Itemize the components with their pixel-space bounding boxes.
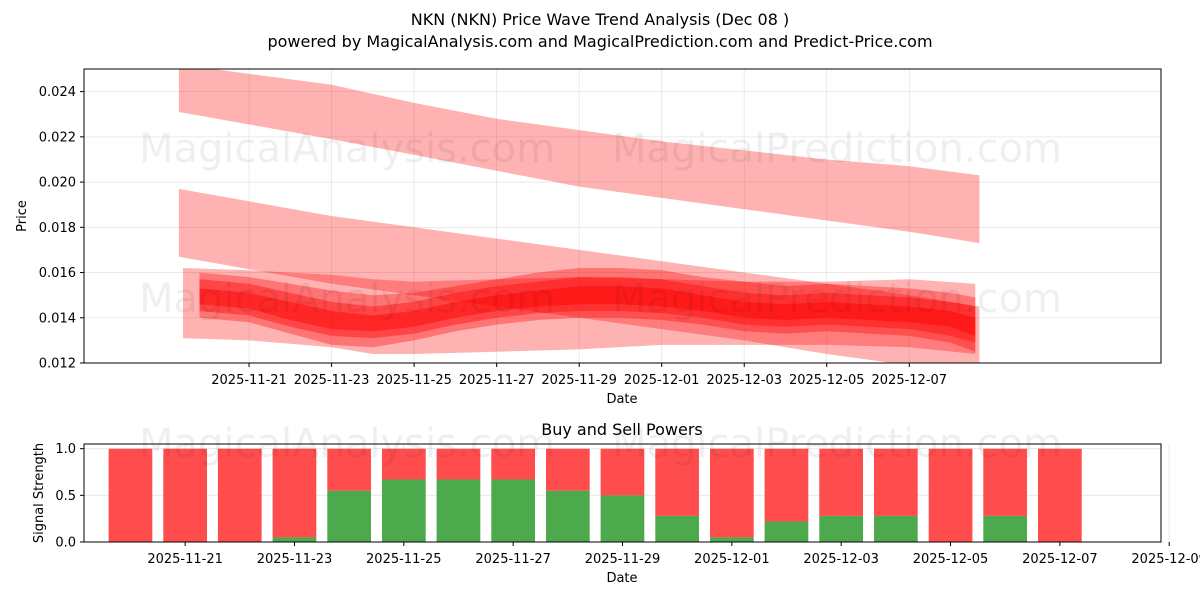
price-x-tick-label: 2025-12-05 <box>789 373 865 388</box>
signal-y-ticks: 0.0 0.5 1.0 <box>55 442 84 551</box>
buy-bar-2025-11-26 <box>436 479 481 542</box>
signal-x-tick-label: 2025-11-29 <box>585 552 661 567</box>
buy-bar-2025-11-29 <box>600 495 645 542</box>
signal-x-tick-label: 2025-11-25 <box>366 552 442 567</box>
sell-bar-2025-12-05 <box>928 448 973 542</box>
buy-bar-2025-12-06 <box>983 515 1027 542</box>
buy-bar-2025-12-03 <box>819 515 863 542</box>
signal-x-tick-label: 2025-12-01 <box>694 552 770 567</box>
signal-y-tick-label: 0.0 <box>55 536 76 551</box>
price-band-middle-wave <box>199 277 976 343</box>
price-band-outer-wave <box>199 268 976 352</box>
sell-bar-2025-11-23 <box>272 448 317 538</box>
chart-title: NKN (NKN) Price Wave Trend Analysis (Dec… <box>411 10 790 29</box>
signal-x-tick-label: 2025-11-23 <box>257 552 333 567</box>
signal-y-tick-label: 0.5 <box>55 489 76 504</box>
signal-x-tick-label: 2025-11-21 <box>147 552 223 567</box>
signal-x-ticks: 2025-11-21 2025-11-23 2025-11-25 2025-11-27… <box>147 542 1200 567</box>
buy-bar-2025-12-01 <box>710 537 754 542</box>
sell-bar-2025-12-02 <box>764 448 809 522</box>
price-y-ticks: 0.012 0.014 0.016 0.018 0.020 0.022 0.024 <box>39 85 84 372</box>
price-bands <box>178 69 980 363</box>
price-y-label: Price <box>15 200 30 232</box>
sell-bar-2025-11-20 <box>108 448 153 542</box>
price-y-tick-label: 0.024 <box>39 85 76 100</box>
price-x-tick-label: 2025-11-21 <box>211 373 287 388</box>
signal-x-tick-label: 2025-12-09 <box>1131 552 1200 567</box>
price-x-tick-label: 2025-12-07 <box>872 373 948 388</box>
signal-panel: Buy and Sell Powers MagicalAnalysis.com … <box>32 420 1200 586</box>
signal-x-label: Date <box>606 571 637 586</box>
price-x-tick-label: 2025-11-29 <box>541 373 617 388</box>
sell-bar-2025-11-29 <box>600 448 645 496</box>
chart-subtitle: powered by MagicalAnalysis.com and Magic… <box>267 32 932 51</box>
buy-bar-2025-11-28 <box>546 490 590 542</box>
sell-bar-2025-11-27 <box>491 448 535 480</box>
price-y-tick-label: 0.020 <box>39 176 76 191</box>
buy-bar-2025-12-04 <box>874 515 918 542</box>
sell-bar-2025-11-24 <box>327 448 371 491</box>
price-x-tick-label: 2025-11-27 <box>459 373 535 388</box>
watermark-analysis-mid: MagicalAnalysis.com <box>139 276 555 322</box>
signal-y-tick-label: 1.0 <box>55 442 76 457</box>
watermark-prediction-top: MagicalPrediction.com <box>612 126 1062 172</box>
price-band-core-wave <box>199 286 976 336</box>
price-x-tick-label: 2025-11-23 <box>294 373 370 388</box>
price-x-label: Date <box>606 392 637 407</box>
sell-bar-2025-11-22 <box>217 448 262 542</box>
sell-bar-2025-11-30 <box>655 448 699 516</box>
price-x-tick-label: 2025-11-25 <box>376 373 452 388</box>
price-band-upper-channel <box>178 69 980 244</box>
signal-x-tick-label: 2025-12-07 <box>1022 552 1098 567</box>
buy-bar-2025-11-30 <box>655 515 699 542</box>
price-y-tick-label: 0.018 <box>39 221 76 236</box>
signal-x-tick-label: 2025-12-05 <box>913 552 989 567</box>
signal-bars <box>108 448 1082 542</box>
price-x-ticks: 2025-11-21 2025-11-23 2025-11-25 2025-11-27… <box>211 363 947 388</box>
sell-bar-2025-12-04 <box>874 448 918 516</box>
sell-bar-2025-12-06 <box>983 448 1027 516</box>
buy-bar-2025-11-27 <box>491 479 535 542</box>
price-x-tick-label: 2025-12-03 <box>706 373 782 388</box>
price-y-tick-label: 0.014 <box>39 311 76 326</box>
watermark-analysis-top: MagicalAnalysis.com <box>139 126 555 172</box>
signal-y-label: Signal Strength <box>32 443 47 543</box>
sell-bar-2025-12-07 <box>1038 448 1082 542</box>
price-y-tick-label: 0.012 <box>39 357 76 372</box>
price-band-descending-channel <box>178 188 980 363</box>
sell-bar-2025-11-21 <box>163 448 207 542</box>
buy-bar-2025-11-25 <box>382 479 426 542</box>
buy-bar-2025-11-23 <box>272 537 317 542</box>
price-panel: MagicalAnalysis.com MagicalPrediction.co… <box>15 68 1162 407</box>
sell-bar-2025-11-26 <box>436 448 481 480</box>
price-x-tick-label: 2025-12-01 <box>624 373 700 388</box>
price-y-tick-label: 0.016 <box>39 266 76 281</box>
buy-bar-2025-12-02 <box>764 521 809 542</box>
sell-bar-2025-12-01 <box>710 448 754 538</box>
watermark-prediction-mid: MagicalPrediction.com <box>612 276 1062 322</box>
sell-bar-2025-11-25 <box>382 448 426 480</box>
price-plot-frame <box>83 68 1162 364</box>
price-y-tick-label: 0.022 <box>39 130 76 145</box>
sell-bar-2025-12-03 <box>819 448 863 516</box>
signal-x-tick-label: 2025-12-03 <box>803 552 879 567</box>
price-band-wide-range <box>183 268 976 354</box>
signal-x-tick-label: 2025-11-27 <box>475 552 551 567</box>
buy-bar-2025-11-24 <box>327 490 371 542</box>
sell-bar-2025-11-28 <box>546 448 590 491</box>
signal-panel-title: Buy and Sell Powers <box>541 420 703 439</box>
